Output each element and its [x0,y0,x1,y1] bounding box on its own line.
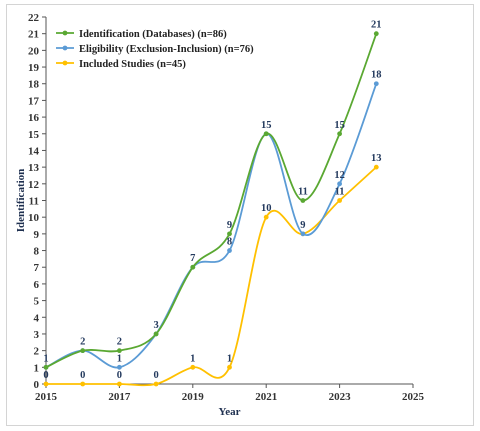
data-label: 1 [117,353,122,364]
y-tick-label: 6 [34,279,40,291]
y-tick-label: 4 [34,312,40,324]
series-2-point [190,364,196,370]
x-tick-label: 2021 [255,391,277,403]
y-tick-label: 7 [34,262,40,274]
x-tick-label: 2019 [182,391,205,403]
x-axis-label: Year [219,406,241,418]
y-tick-label: 22 [28,12,40,24]
series-line-1 [45,83,378,369]
series-0-point [300,198,306,203]
series-2-point [263,214,269,220]
series-2-point [43,381,49,387]
data-label: 2 [117,337,122,348]
series-2-point [80,381,86,387]
series-1-point [337,181,342,187]
series-0-point [373,31,379,37]
data-label: 1 [227,353,232,364]
data-label: 21 [371,20,382,31]
y-axis-label: Identification [15,169,27,233]
data-label: 0 [80,370,85,381]
data-label: 1 [190,353,195,364]
series-0-point [80,348,86,354]
series-0-point [43,364,49,370]
data-label: 12 [334,170,345,181]
data-label: 7 [190,253,195,264]
y-tick-label: 16 [28,112,40,124]
data-label: 10 [261,203,272,214]
series-1-point [373,81,379,87]
y-tick-label: 9 [34,229,40,241]
x-tick-label: 2017 [108,391,131,403]
legend-marker-0 [62,30,68,36]
y-tick-label: 19 [28,62,40,74]
legend-entry-2: Included Studies (n=45) [79,59,186,70]
data-label: 3 [153,320,158,331]
data-label: 18 [371,70,382,81]
y-tick-label: 20 [28,45,40,57]
series-0-point [190,264,196,270]
legend-marker-1 [62,45,68,51]
y-tick-label: 12 [28,179,40,191]
data-label: 15 [261,120,272,131]
series-0-point [227,231,232,237]
series-1-point [300,231,306,237]
series-0-point [337,131,342,137]
data-label: 13 [371,153,382,164]
x-tick-label: 2023 [329,391,352,403]
series-2-point [337,198,342,203]
x-tick-label: 2015 [35,391,58,403]
y-tick-label: 8 [34,246,40,258]
y-tick-label: 21 [28,29,39,41]
y-tick-label: 3 [34,329,40,341]
legend-marker-2 [62,60,68,66]
axes: 0123456789101112131415161718192021222015… [28,12,425,403]
series-0-point [263,131,269,137]
x-tick-label: 2025 [402,391,425,403]
series-line-0 [45,33,378,369]
legend: Identification (Databases) (n=86) Eligibi… [56,29,254,70]
legend-entry-1: Eligibility (Exclusion-Inclusion) (n=76) [79,44,254,55]
series-line-2 [45,166,377,387]
series-2-point [153,381,159,387]
series-2-point [227,364,232,370]
y-tick-label: 14 [28,145,40,157]
y-tick-label: 1 [34,362,40,374]
y-tick-label: 15 [28,129,40,141]
y-tick-label: 13 [28,162,40,174]
y-tick-label: 0 [34,379,40,391]
legend-entry-0: Identification (Databases) (n=86) [79,29,227,40]
series-1-point [227,248,232,253]
data-label: 11 [298,187,308,198]
y-tick-label: 18 [28,79,40,91]
series-2-point [117,381,122,387]
y-tick-label: 11 [29,196,39,208]
y-tick-label: 2 [34,346,40,358]
data-label: 1 [43,353,48,364]
data-label: 2 [80,337,85,348]
data-label: 0 [43,370,48,381]
data-label: 8 [227,237,232,248]
series-layer [43,31,379,387]
y-tick-label: 17 [28,95,40,107]
y-tick-label: 10 [28,212,40,224]
series-2-point [373,164,379,170]
data-label: 9 [227,220,232,231]
y-tick-label: 5 [34,296,40,308]
data-label: 9 [300,220,305,231]
data-label: 0 [153,370,158,381]
data-label: 0 [117,370,122,381]
series-1-point [117,364,122,370]
series-0-point [153,331,159,337]
data-label: 11 [335,187,345,198]
data-label: 15 [334,120,345,131]
series-0-point [117,348,122,354]
